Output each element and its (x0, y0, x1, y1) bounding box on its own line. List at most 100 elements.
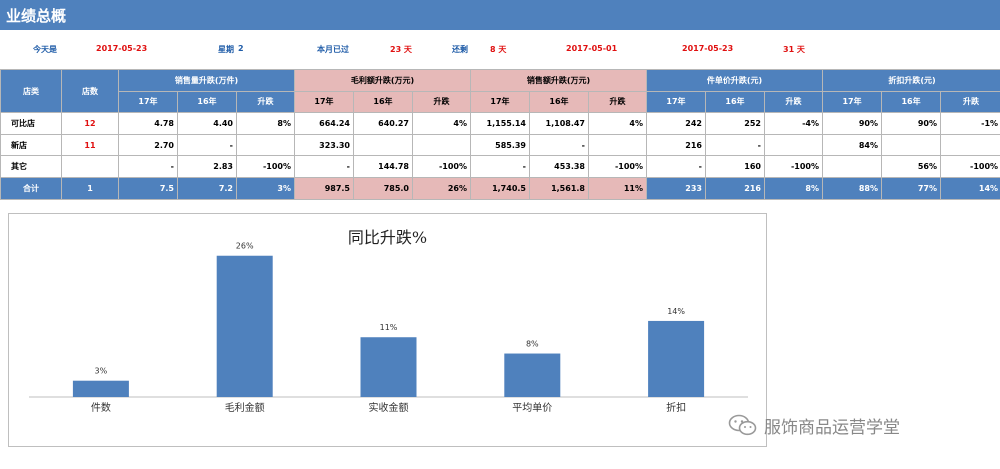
table-cell: -4% (763, 112, 824, 135)
today-label: 今天是 (33, 45, 57, 54)
wechat-icon (728, 414, 757, 436)
header-group-unit-price: 件单价升跌(元) (645, 69, 824, 92)
header-sub-3-2: 升跌 (763, 90, 824, 114)
table-cell (353, 133, 413, 157)
header-store-count: 店数 (61, 68, 119, 114)
bar-data-label: 26% (236, 242, 254, 251)
today-date: 2017-05-23 (96, 44, 148, 53)
chart-bar (504, 353, 561, 397)
table-cell: 8% (236, 112, 295, 135)
table-cell: 160 (705, 155, 765, 178)
month-passed-label: 本月已过 (317, 45, 349, 54)
header-sub-4-2: 升跌 (940, 90, 1000, 114)
performance-table: 店类 店数 销售量升跌(万件) 毛利额升跌(万元) 销售额升跌(万元) 件单价升… (0, 68, 1000, 200)
header-sub-0-2: 升跌 (236, 90, 295, 114)
total-label: 合计 (0, 176, 62, 200)
total-cell: 14% (940, 176, 1000, 200)
table-cell: - (470, 155, 530, 178)
header-group-sales-amount: 销售额升跌(万元) (470, 69, 647, 92)
header-sub-2-0: 17年 (470, 90, 530, 114)
month-current-date: 2017-05-23 (682, 44, 734, 53)
table-row: 其它 -2.83 -100% -144.78 -100% -453.38 -100% -160… (0, 155, 1000, 178)
page-title: 业绩总概 (6, 7, 67, 25)
header-sub-2-1: 16年 (529, 90, 589, 114)
table-cell: 585.39 (470, 133, 530, 157)
month-start-date: 2017-05-01 (566, 44, 618, 53)
header-sub-3-1: 16年 (705, 90, 765, 114)
total-store-count: 1 (61, 176, 119, 200)
total-cell: 7.5 (118, 176, 178, 200)
table-cell (412, 133, 471, 157)
total-cell: 7.2 (177, 176, 237, 200)
table-cell: - (294, 155, 354, 178)
table-cell: -100% (763, 155, 824, 178)
table-cell: 56% (881, 155, 942, 178)
watermark-text: 服饰商品运营学堂 (764, 417, 900, 438)
total-cell: 216 (705, 176, 765, 200)
table-cell: - (705, 133, 765, 157)
table-cell: - (646, 155, 706, 178)
table-cell: 2.70 (118, 133, 178, 157)
header-sub-4-0: 17年 (822, 90, 883, 114)
row-store-count (61, 155, 119, 178)
table-cell: 1,155.14 (470, 112, 530, 135)
total-cell: 88% (822, 176, 883, 200)
table-row: 可比店 12 4.78 4.40 8% 664.24 640.27 4% 1,155.14 1,1… (0, 112, 1000, 135)
remaining-value: 8 天 (490, 45, 507, 54)
table-cell: 1,108.47 (529, 112, 589, 135)
table-cell: 216 (646, 133, 706, 157)
table-cell (588, 133, 647, 157)
table-cell (236, 133, 295, 157)
table-cell: 4.78 (118, 112, 178, 135)
total-cell: 233 (646, 176, 706, 200)
header-sub-2-2: 升跌 (588, 90, 647, 114)
table-cell: 144.78 (353, 155, 413, 178)
bar-data-label: 14% (667, 307, 685, 316)
month-passed-value: 23 天 (390, 45, 412, 54)
table-cell: -100% (940, 155, 1000, 178)
table-cell (763, 133, 824, 157)
table-cell: - (118, 155, 178, 178)
row-store-type: 可比店 (0, 112, 62, 135)
table-cell (940, 133, 1000, 157)
table-cell (822, 155, 883, 178)
remaining-label: 还剩 (452, 45, 468, 54)
table-cell: 4% (588, 112, 647, 135)
total-cell: 77% (881, 176, 942, 200)
header-sub-0-1: 16年 (177, 90, 237, 114)
bar-data-label: 8% (526, 340, 539, 349)
row-store-count: 11 (61, 133, 119, 157)
header-sub-1-2: 升跌 (412, 90, 471, 114)
chart-plot: 3% 件数 26% 毛利金额 11% 实收金额 8% 平均单价 14% 折扣 (29, 242, 748, 414)
chart-bar (360, 337, 417, 397)
total-row: 合计 1 7.5 7.2 3% 987.5 785.0 26% 1,740.5 1,561.8 11… (0, 176, 1000, 200)
header-sub-1-0: 17年 (294, 90, 354, 114)
row-store-type: 新店 (0, 133, 62, 157)
total-cell: 785.0 (353, 176, 413, 200)
title-bar: 业绩总概 (0, 0, 1000, 30)
table-cell: 242 (646, 112, 706, 135)
header-sub-3-0: 17年 (646, 90, 706, 114)
table-cell (881, 133, 942, 157)
table-cell: 453.38 (529, 155, 589, 178)
table-row: 新店 11 2.70-323.30 585.39-216-84% (0, 133, 1000, 157)
table-cell: 4.40 (177, 112, 237, 135)
chart-title: 同比升跌% (347, 228, 428, 247)
table-cell: -100% (588, 155, 647, 178)
header-sub-1-1: 16年 (353, 90, 413, 114)
total-cell: 11% (588, 176, 647, 200)
header-row-groups: 店类 店数 销售量升跌(万件) 毛利额升跌(万元) 销售额升跌(万元) 件单价升… (0, 68, 1000, 114)
chart-bar (648, 320, 705, 397)
chart-bar (72, 380, 129, 397)
total-cell: 3% (236, 176, 295, 200)
row-store-type: 其它 (0, 155, 62, 178)
header-row-years: 17年 16年 升跌 17年 16年 升跌 17年 16年 升跌 17年 16年 升跌 17年 16年 升跌 (1, 90, 1000, 114)
table-cell: 4% (412, 112, 471, 135)
total-cell: 1,561.8 (529, 176, 589, 200)
table-cell: -100% (412, 155, 471, 178)
table-cell: 323.30 (294, 133, 354, 157)
header-sub-4-1: 16年 (881, 90, 942, 114)
table-cell: 664.24 (294, 112, 354, 135)
header-store-type: 店类 (0, 68, 62, 114)
total-cell: 26% (412, 176, 471, 200)
